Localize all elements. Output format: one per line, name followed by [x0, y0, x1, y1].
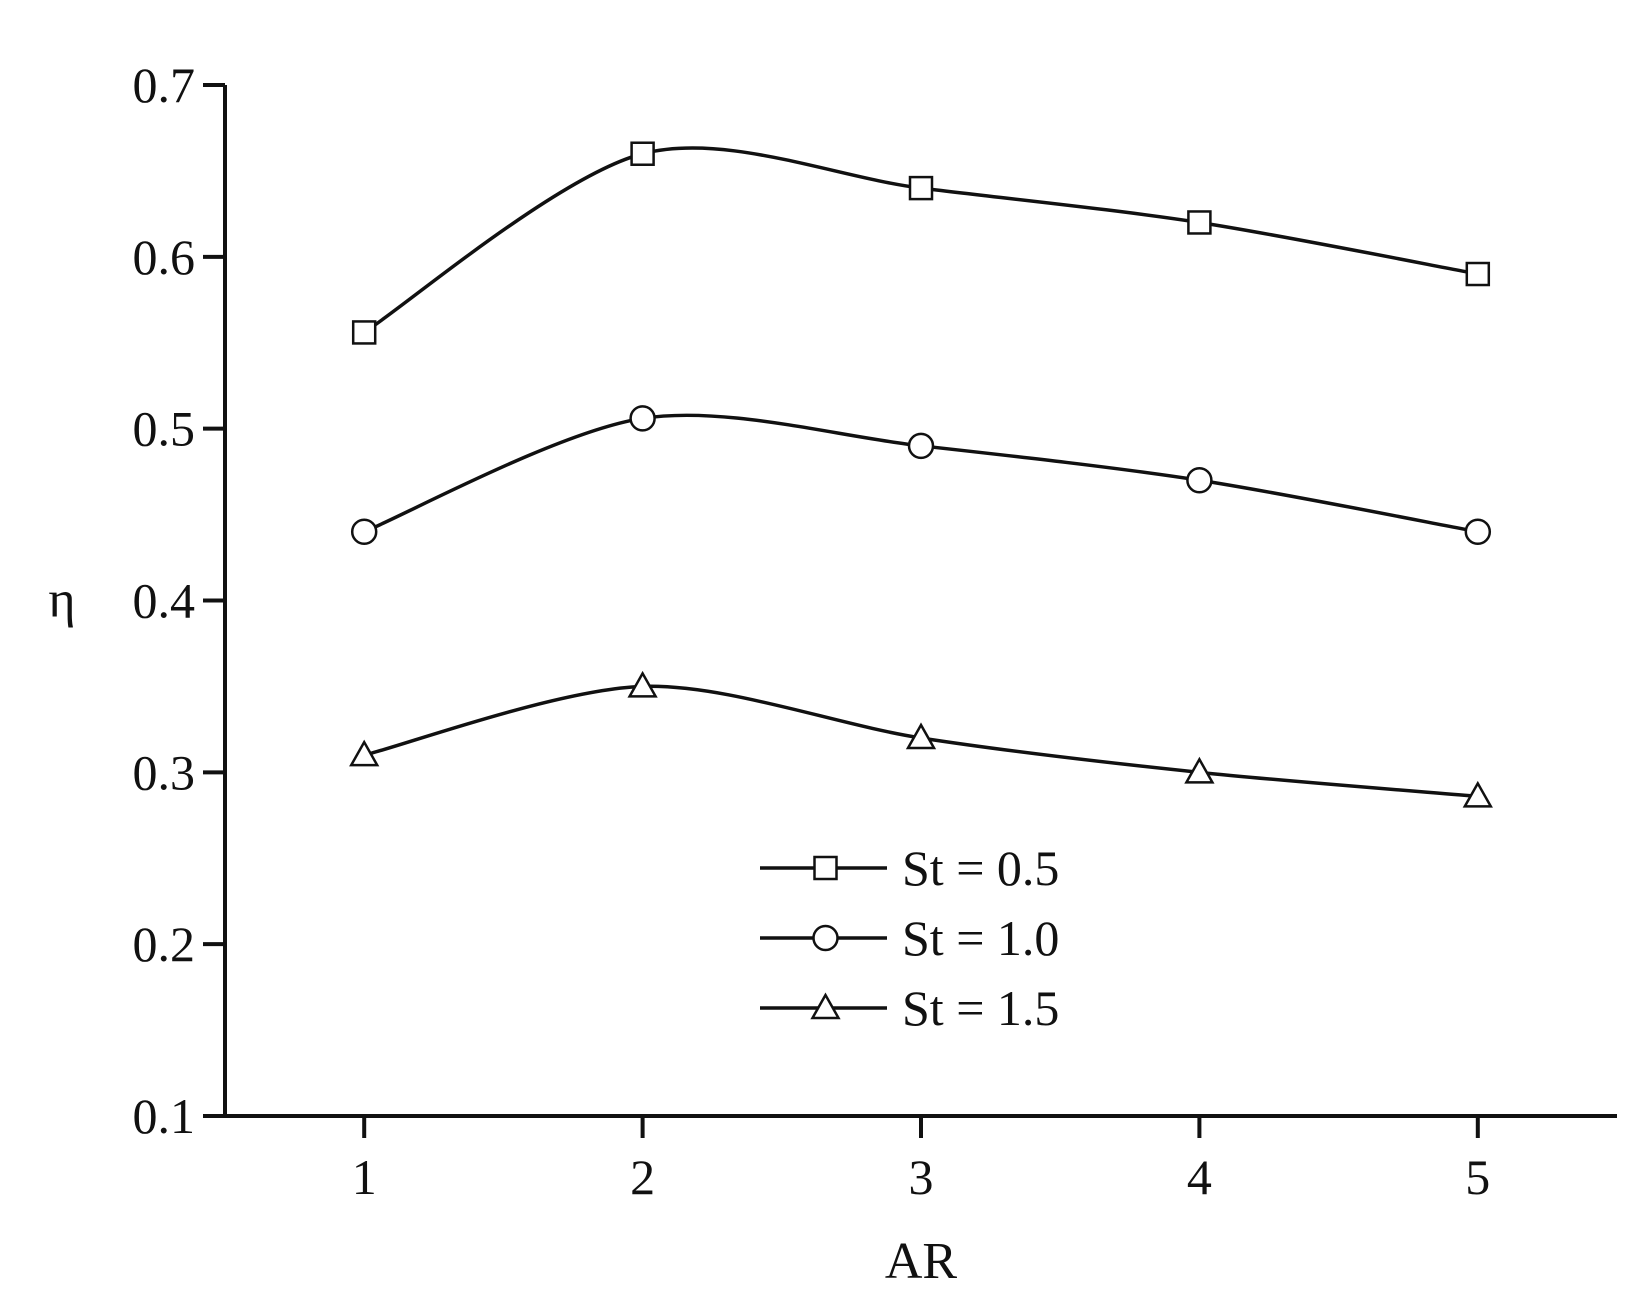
data-point-circle — [907, 432, 935, 460]
y-tick-label: 0.7 — [133, 57, 196, 113]
x-ticks: 1 2 3 4 5 — [352, 1116, 1490, 1205]
x-tick-label: 1 — [352, 1149, 377, 1205]
legend-marker-square — [813, 855, 838, 881]
legend-marker-triangle — [810, 992, 841, 1020]
legend-item: St = 0.5 — [760, 840, 1059, 896]
x-tick-label: 5 — [1465, 1149, 1490, 1205]
y-tick-label: 0.5 — [133, 401, 196, 457]
y-ticks: 0.1 0.2 0.3 0.4 0.5 0.6 0.7 — [133, 57, 225, 1144]
data-point-square — [1465, 261, 1491, 287]
data-point-square — [351, 320, 377, 345]
legend-item: St = 1.5 — [760, 980, 1059, 1036]
series-circle — [350, 405, 1492, 546]
y-tick-label: 0.1 — [133, 1088, 196, 1144]
legend-item: St = 1.0 — [760, 910, 1059, 966]
series-layer — [349, 141, 1493, 808]
y-tick-label: 0.2 — [133, 916, 196, 972]
series-line — [363, 146, 1479, 334]
data-point-square — [908, 175, 934, 201]
data-point-triangle — [1462, 780, 1493, 808]
legend-label: St = 1.5 — [902, 980, 1059, 1036]
data-point-circle — [1186, 466, 1213, 494]
data-point-circle — [629, 405, 656, 432]
data-point-triangle — [1184, 756, 1215, 784]
y-tick-label: 0.6 — [133, 229, 196, 285]
x-tick-label: 2 — [630, 1149, 655, 1205]
data-point-circle — [1464, 518, 1492, 546]
legend-marker-circle — [812, 924, 839, 952]
data-point-square — [630, 141, 655, 166]
data-point-triangle — [627, 670, 658, 698]
x-axis-label: AR — [885, 1233, 958, 1290]
y-axis-label: η — [48, 572, 75, 629]
data-point-triangle — [905, 722, 937, 750]
data-point-circle — [350, 518, 378, 546]
legend: St = 0.5 St = 1.0 St = 1.5 — [760, 840, 1059, 1036]
y-tick-label: 0.4 — [133, 573, 196, 629]
legend-label: St = 1.0 — [902, 910, 1059, 966]
x-tick-label: 4 — [1187, 1149, 1212, 1205]
legend-label: St = 0.5 — [902, 840, 1059, 896]
x-tick-label: 3 — [909, 1149, 934, 1205]
data-point-square — [1187, 210, 1212, 235]
data-point-triangle — [349, 739, 380, 767]
series-triangle — [349, 670, 1493, 808]
series-square — [351, 141, 1491, 345]
y-tick-label: 0.3 — [133, 744, 196, 800]
